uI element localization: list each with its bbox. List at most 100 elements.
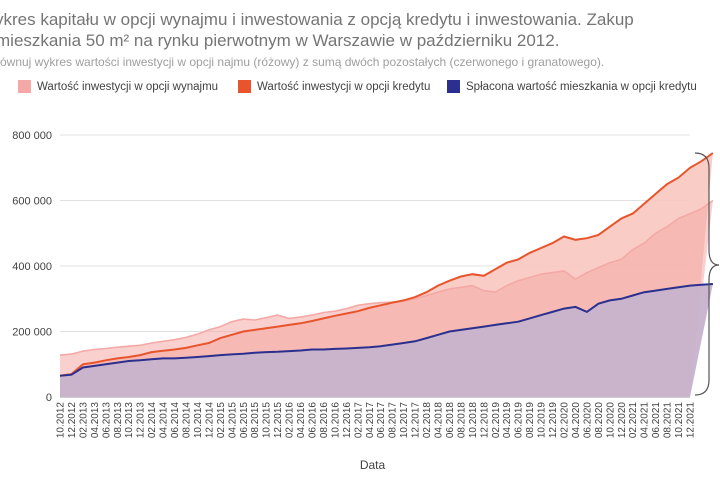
- data-point-paid: [277, 351, 279, 353]
- data-point-credit: [609, 226, 611, 228]
- data-point-credit: [288, 324, 290, 326]
- legend-label-rent: Wartość inwestycji w opcji wynajmu: [37, 80, 219, 93]
- x-tick-label: 02.2020: [560, 402, 571, 439]
- data-point-paid: [712, 283, 714, 285]
- y-axis-ticks: 800 000 600 000 400 000 200 000 0: [12, 130, 52, 404]
- legend-item-rent[interactable]: Wartość inwestycji w opcji wynajmu: [18, 80, 218, 93]
- x-tick-label: 08.2013: [113, 402, 124, 439]
- data-point-credit: [105, 360, 107, 362]
- x-axis-title: Data: [359, 458, 386, 472]
- x-tick-label: 02.2019: [491, 402, 502, 439]
- x-tick-label: 06.2019: [514, 402, 525, 439]
- data-point-paid: [243, 353, 245, 355]
- data-point-paid: [460, 329, 462, 331]
- x-tick-label: 06.2013: [101, 402, 112, 439]
- data-point-rent: [701, 208, 703, 210]
- data-point-rent: [265, 317, 267, 319]
- data-point-paid: [483, 326, 485, 328]
- data-point-credit: [277, 326, 279, 328]
- data-point-paid: [621, 298, 623, 300]
- data-point-rent: [197, 333, 199, 335]
- data-point-paid: [609, 300, 611, 302]
- data-point-rent: [288, 318, 290, 320]
- data-point-credit: [162, 350, 164, 352]
- data-point-credit: [369, 307, 371, 309]
- x-tick-label: 02.2018: [422, 402, 433, 439]
- x-tick-label: 02.2015: [216, 402, 227, 439]
- data-point-rent: [563, 270, 565, 272]
- data-point-credit: [460, 276, 462, 278]
- data-point-credit: [575, 239, 577, 241]
- x-tick-label: 06.2017: [376, 402, 387, 439]
- x-tick-label: 10.2016: [330, 402, 341, 439]
- data-point-rent: [369, 303, 371, 305]
- data-point-credit: [139, 354, 141, 356]
- data-point-rent: [632, 249, 634, 251]
- x-tick-label: 10.2013: [124, 402, 135, 439]
- data-point-credit: [265, 327, 267, 329]
- data-point-credit: [586, 237, 588, 239]
- x-tick-label: 08.2021: [663, 402, 674, 439]
- data-point-paid: [185, 357, 187, 359]
- data-point-rent: [139, 345, 141, 347]
- x-tick-label: 12.2012: [67, 402, 78, 439]
- x-tick-label: 08.2014: [182, 402, 193, 439]
- y-tick-label: 0: [46, 392, 52, 404]
- data-point-paid: [82, 367, 84, 369]
- data-point-credit: [357, 310, 359, 312]
- data-point-rent: [621, 259, 623, 261]
- data-point-rent: [472, 285, 474, 287]
- x-tick-label: 04.2021: [640, 402, 651, 439]
- data-point-paid: [288, 350, 290, 352]
- x-tick-label: 12.2019: [548, 402, 559, 439]
- data-point-rent: [277, 314, 279, 316]
- x-tick-label: 04.2020: [571, 402, 582, 439]
- data-point-credit: [117, 358, 119, 360]
- data-point-rent: [243, 318, 245, 320]
- data-point-credit: [403, 300, 405, 302]
- legend-item-credit[interactable]: Wartość inwestycji w opcji kredytu: [238, 80, 430, 93]
- data-point-credit: [94, 362, 96, 364]
- x-tick-label: 10.2017: [399, 402, 410, 439]
- data-point-paid: [563, 308, 565, 310]
- data-point-paid: [334, 348, 336, 350]
- x-tick-label: 08.2016: [319, 402, 330, 439]
- data-point-credit: [643, 203, 645, 205]
- x-tick-label: 02.2021: [628, 402, 639, 439]
- data-point-credit: [621, 218, 623, 220]
- data-point-rent: [162, 341, 164, 343]
- x-axis-ticks: 10.2012 12.2012 02.2013 04.2013 06.2013 08.20…: [56, 402, 697, 439]
- data-point-paid: [162, 358, 164, 360]
- x-tick-label: 10.2018: [468, 402, 479, 439]
- data-point-rent: [586, 272, 588, 274]
- data-point-credit: [414, 296, 416, 298]
- data-point-rent: [311, 314, 313, 316]
- x-tick-label: 04.2017: [365, 402, 376, 439]
- data-point-paid: [414, 341, 416, 343]
- legend-item-paid[interactable]: Spłacona wartość mieszkania w opcji kred…: [447, 80, 697, 93]
- x-tick-label: 10.2014: [193, 402, 204, 439]
- data-point-rent: [712, 200, 714, 202]
- data-point-credit: [678, 177, 680, 179]
- data-point-paid: [403, 342, 405, 344]
- data-point-rent: [323, 312, 325, 314]
- data-point-paid: [598, 303, 600, 305]
- data-point-rent: [689, 213, 691, 215]
- data-point-rent: [380, 302, 382, 304]
- data-point-credit: [243, 331, 245, 333]
- y-tick-label: 400 000: [12, 261, 52, 273]
- y-tick-label: 800 000: [12, 130, 52, 142]
- x-tick-label: 06.2015: [239, 402, 250, 439]
- data-point-credit: [529, 252, 531, 254]
- x-tick-label: 12.2018: [479, 402, 490, 439]
- area-paid: [60, 284, 713, 397]
- data-point-paid: [59, 375, 61, 377]
- x-tick-label: 10.2019: [537, 402, 548, 439]
- data-point-credit: [426, 291, 428, 293]
- data-point-credit: [380, 305, 382, 307]
- data-point-paid: [94, 365, 96, 367]
- x-tick-label: 10.2015: [262, 402, 273, 439]
- data-point-paid: [575, 306, 577, 308]
- data-point-rent: [678, 218, 680, 220]
- x-tick-label: 10.2021: [674, 402, 685, 439]
